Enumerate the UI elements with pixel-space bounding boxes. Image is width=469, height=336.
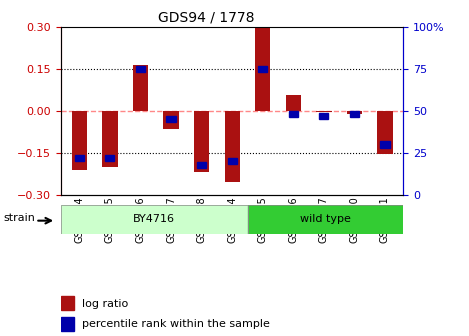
Bar: [347, 111, 362, 114]
Bar: [227, 158, 237, 164]
Text: BY4716: BY4716: [133, 214, 175, 224]
Bar: [225, 111, 240, 182]
Bar: [194, 111, 209, 172]
Bar: [248, 205, 403, 234]
Bar: [289, 111, 298, 117]
Bar: [133, 65, 148, 111]
Text: log ratio: log ratio: [82, 299, 128, 308]
Bar: [61, 317, 74, 331]
Text: strain: strain: [3, 213, 35, 223]
Bar: [316, 111, 332, 112]
Bar: [102, 111, 118, 167]
Text: wild type: wild type: [300, 214, 351, 224]
Bar: [106, 155, 114, 161]
Bar: [61, 205, 248, 234]
Bar: [350, 111, 359, 117]
Bar: [136, 66, 145, 72]
Bar: [319, 113, 328, 119]
Bar: [378, 111, 393, 154]
Bar: [380, 141, 390, 148]
Bar: [248, 205, 403, 234]
Bar: [163, 111, 179, 129]
Bar: [61, 205, 248, 234]
Bar: [72, 111, 87, 170]
Bar: [166, 116, 175, 122]
Bar: [75, 155, 84, 161]
Bar: [255, 28, 270, 111]
Bar: [197, 162, 206, 168]
Bar: [286, 95, 301, 111]
Text: GDS94 / 1778: GDS94 / 1778: [158, 10, 255, 24]
Text: percentile rank within the sample: percentile rank within the sample: [82, 319, 270, 329]
Bar: [61, 296, 74, 310]
Bar: [258, 66, 267, 72]
